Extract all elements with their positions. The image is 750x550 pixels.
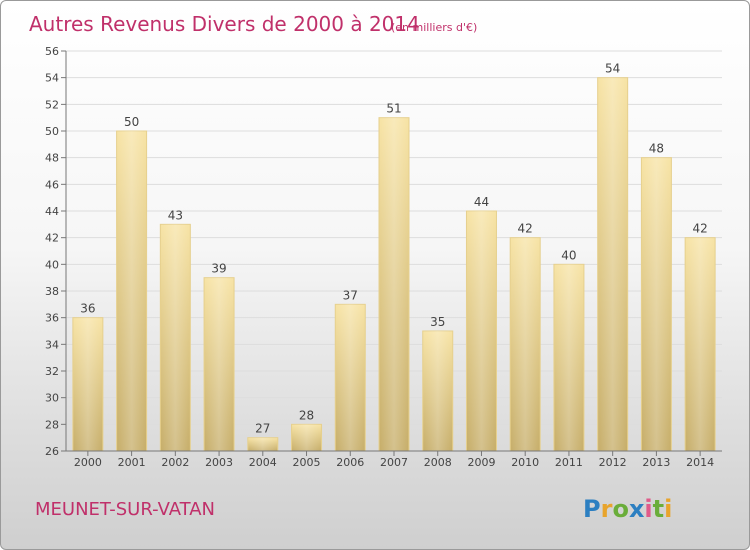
x-tick-label: 2013 <box>642 456 670 469</box>
value-label: 36 <box>80 302 95 316</box>
x-tick-label: 2001 <box>118 456 146 469</box>
bar-highlight <box>291 424 322 451</box>
bar-highlight <box>204 277 235 451</box>
logo-letter: P <box>583 495 601 523</box>
x-tick-label: 2007 <box>380 456 408 469</box>
x-tick-label: 2014 <box>686 456 714 469</box>
y-tick-label: 48 <box>45 152 59 165</box>
logo-letter: i <box>664 495 672 523</box>
bar-highlight <box>422 331 453 451</box>
value-label: 37 <box>343 288 358 302</box>
x-tick-label: 2004 <box>249 456 277 469</box>
value-label: 48 <box>649 142 664 156</box>
logo-letter: t <box>653 495 664 523</box>
y-tick-label: 42 <box>45 232 59 245</box>
location-label: MEUNET-SUR-VATAN <box>35 499 215 520</box>
y-tick-label: 26 <box>45 445 59 458</box>
y-tick-label: 36 <box>45 312 59 325</box>
bar-highlight <box>466 211 497 451</box>
logo-letter: o <box>612 495 629 523</box>
bar-highlight <box>160 224 191 451</box>
bar-highlight <box>72 317 103 451</box>
x-tick-label: 2009 <box>467 456 495 469</box>
value-label: 54 <box>605 62 620 76</box>
x-tick-label: 2003 <box>205 456 233 469</box>
value-label: 51 <box>386 102 401 116</box>
bar-highlight <box>116 131 147 451</box>
bars: 36 50 43 39 27 28 37 51 35 44 42 40 54 48 42 <box>72 62 716 452</box>
y-tick-label: 52 <box>45 98 59 111</box>
chart-title: Autres Revenus Divers de 2000 à 2014 <box>29 12 420 36</box>
x-tick-label: 2002 <box>161 456 189 469</box>
y-tick-label: 32 <box>45 365 59 378</box>
y-tick-label: 30 <box>45 392 59 405</box>
value-label: 27 <box>255 422 270 436</box>
chart-unit: (en milliers d'€) <box>391 21 477 34</box>
x-tick-label: 2012 <box>599 456 627 469</box>
value-label: 35 <box>430 315 445 329</box>
proxiti-logo: Proxiti <box>583 495 672 523</box>
bar-highlight <box>510 237 541 451</box>
y-tick-label: 44 <box>45 205 59 218</box>
axes: 26 28 30 32 34 36 38 40 42 44 46 48 50 52 54 56 2000 2001… <box>45 45 722 469</box>
bar-highlight <box>335 304 366 451</box>
x-tick-label: 2008 <box>424 456 452 469</box>
bar-highlight <box>641 157 672 451</box>
y-tick-label: 56 <box>45 45 59 58</box>
value-label: 44 <box>474 195 489 209</box>
y-tick-label: 38 <box>45 285 59 298</box>
value-label: 42 <box>692 222 707 236</box>
bar-highlight <box>597 77 628 452</box>
value-label: 40 <box>561 248 576 262</box>
y-tick-label: 28 <box>45 418 59 431</box>
bar-highlight <box>553 264 584 451</box>
value-label: 50 <box>124 115 139 129</box>
x-tick-label: 2006 <box>336 456 364 469</box>
x-tick-label: 2000 <box>74 456 102 469</box>
x-tick-label: 2011 <box>555 456 583 469</box>
x-tick-label: 2010 <box>511 456 539 469</box>
value-label: 39 <box>211 262 226 276</box>
bar-highlight <box>247 437 278 451</box>
logo-letter: i <box>644 495 652 523</box>
y-tick-label: 34 <box>45 338 59 351</box>
value-label: 28 <box>299 408 314 422</box>
logo-letter: x <box>629 495 645 523</box>
logo-letter: r <box>601 495 613 523</box>
bar-highlight <box>379 117 409 452</box>
bar-highlight <box>685 237 716 451</box>
value-label: 43 <box>168 208 183 222</box>
x-tick-label: 2005 <box>293 456 321 469</box>
y-tick-label: 40 <box>45 258 59 271</box>
value-label: 42 <box>518 222 533 236</box>
y-tick-label: 50 <box>45 125 59 138</box>
y-tick-label: 54 <box>45 72 59 85</box>
y-tick-label: 46 <box>45 178 59 191</box>
